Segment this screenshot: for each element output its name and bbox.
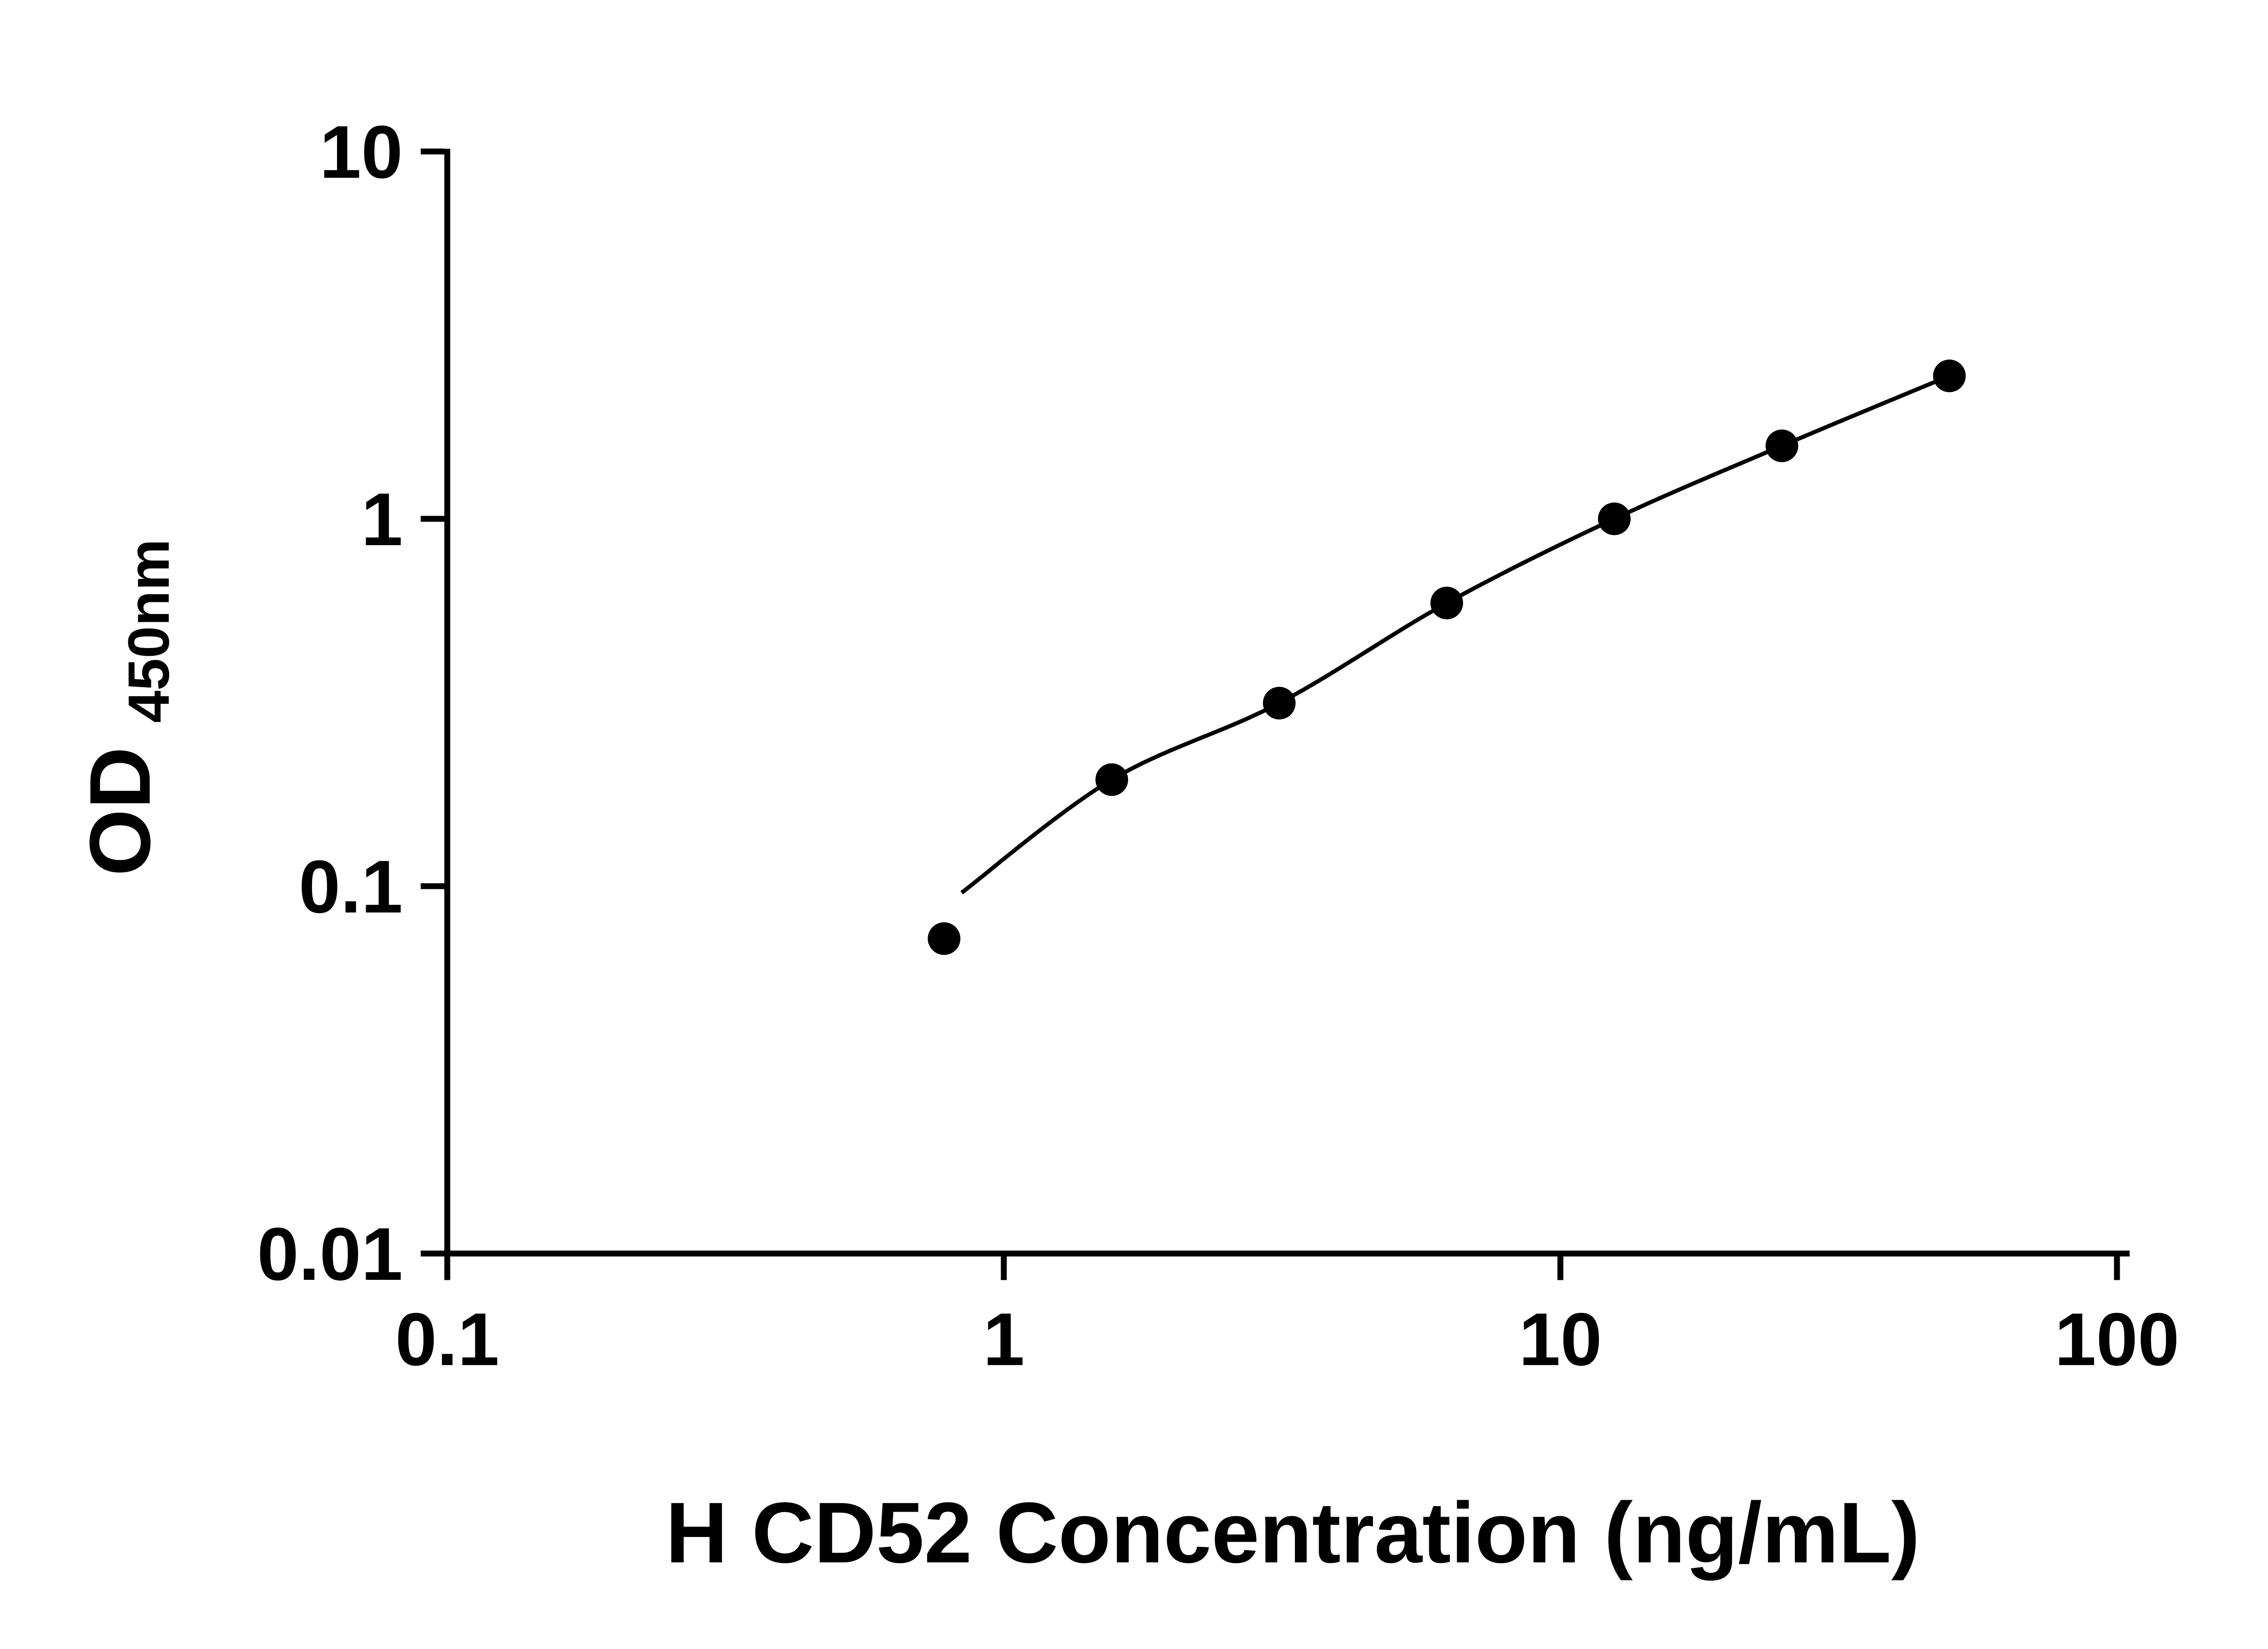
y-tick-label: 10	[319, 110, 403, 194]
x-tick-label: 10	[1519, 1298, 1602, 1381]
data-point	[1933, 359, 1966, 392]
y-axis-title-main: OD	[72, 747, 168, 876]
y-tick-label: 0.01	[257, 1212, 403, 1296]
data-point	[1263, 687, 1296, 720]
data-point	[1095, 763, 1128, 796]
y-tick-label: 1	[361, 478, 403, 561]
y-tick-label: 0.1	[299, 845, 403, 928]
x-axis-title: H CD52 Concentration (ng/mL)	[665, 1485, 1920, 1581]
data-point	[1765, 429, 1799, 463]
fit-curve-line	[960, 374, 1950, 894]
y-axis-title: OD 450nm	[72, 539, 181, 876]
y-axis-title-subscript: 450nm	[117, 539, 181, 723]
x-tick-label: 100	[2054, 1298, 2179, 1381]
data-point	[1430, 586, 1463, 620]
x-tick-label: 0.1	[395, 1298, 499, 1381]
data-point	[928, 922, 961, 955]
x-tick-label: 1	[983, 1298, 1025, 1381]
data-point	[1598, 503, 1631, 535]
